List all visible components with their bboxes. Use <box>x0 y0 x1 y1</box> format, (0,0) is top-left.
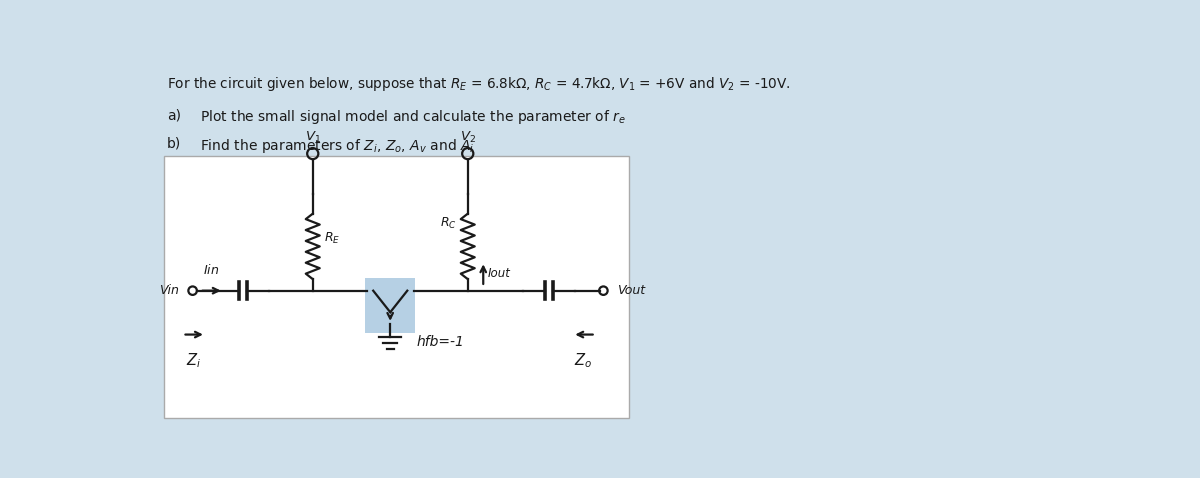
Text: $V_1$: $V_1$ <box>305 130 320 145</box>
Text: $Iin$: $Iin$ <box>204 263 220 277</box>
FancyBboxPatch shape <box>164 156 629 418</box>
Text: Iout: Iout <box>488 267 511 280</box>
Text: a): a) <box>167 108 181 122</box>
Text: $Z_o$: $Z_o$ <box>574 351 592 370</box>
FancyBboxPatch shape <box>366 278 415 333</box>
Text: $R_C$: $R_C$ <box>440 216 457 231</box>
Text: Plot the small signal model and calculate the parameter of $r_e$: Plot the small signal model and calculat… <box>200 108 626 126</box>
Text: Vin: Vin <box>158 284 179 297</box>
Text: hfb=-1: hfb=-1 <box>416 335 464 348</box>
Text: Vout: Vout <box>617 284 646 297</box>
Text: $V_2$: $V_2$ <box>460 130 475 145</box>
Text: Find the parameters of $Z_i$, $Z_o$, $A_v$ and $A_i$: Find the parameters of $Z_i$, $Z_o$, $A_… <box>200 137 475 155</box>
Text: $Z_i$: $Z_i$ <box>186 351 202 370</box>
Text: $R_E$: $R_E$ <box>324 231 341 246</box>
Text: For the circuit given below, suppose that $R_E$ = 6.8k$\Omega$, $R_C$ = 4.7k$\Om: For the circuit given below, suppose tha… <box>167 75 791 93</box>
Text: b): b) <box>167 137 181 151</box>
